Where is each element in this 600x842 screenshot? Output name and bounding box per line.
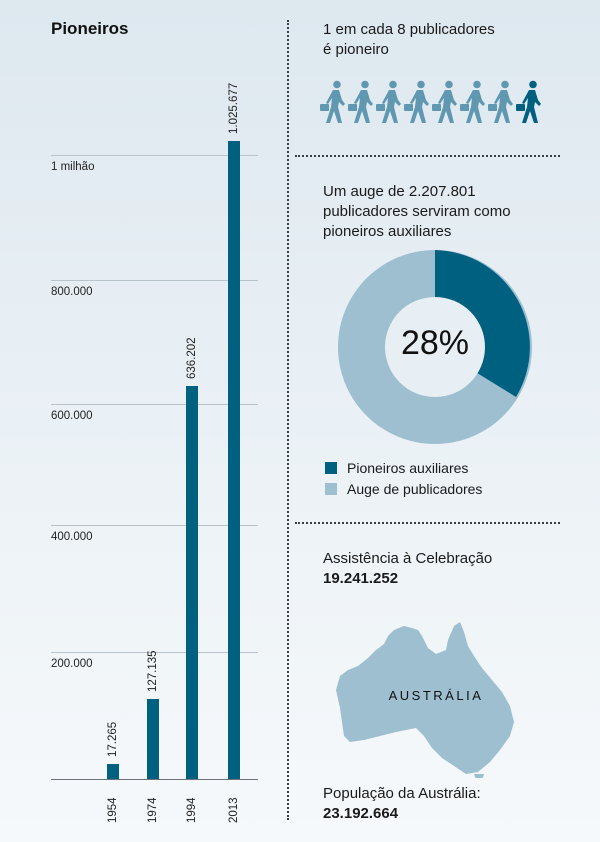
horizontal-dotted-divider bbox=[295, 522, 560, 524]
gridline-200k bbox=[51, 652, 258, 653]
bar-1954 bbox=[107, 764, 119, 779]
walking-person-briefcase-icon bbox=[460, 80, 485, 123]
memorial-value: 19.241.252 bbox=[323, 570, 399, 587]
walking-person-briefcase-icon bbox=[432, 80, 457, 123]
legend-item: Auge de publicadores bbox=[325, 481, 482, 497]
x-tick-label: 1954 bbox=[107, 797, 119, 823]
ratio-text: 1 em cada 8 publicadores é pioneiro bbox=[323, 20, 495, 60]
walker-row bbox=[318, 80, 542, 126]
population-block: População da Austrália: 23.192.664 bbox=[323, 784, 481, 824]
y-tick-label: 400.000 bbox=[51, 531, 93, 543]
donut-heading-line-3: pioneiros auxiliares bbox=[323, 223, 452, 240]
vertical-dotted-divider bbox=[287, 20, 289, 820]
population-value: 23.192.664 bbox=[323, 805, 399, 822]
bar-1974 bbox=[147, 699, 159, 779]
ratio-line-2: é pioneiro bbox=[323, 41, 389, 58]
donut-heading-line-1: Um auge de 2.207.801 bbox=[323, 183, 476, 200]
legend-item: Pioneiros auxiliares bbox=[325, 460, 468, 476]
gridline-1m bbox=[51, 155, 258, 156]
bar-value-label: 1.025.677 bbox=[228, 82, 240, 134]
x-axis-baseline bbox=[51, 779, 258, 780]
walking-person-briefcase-icon bbox=[488, 80, 513, 123]
walking-person-briefcase-icon bbox=[348, 80, 373, 123]
gridline-800k bbox=[51, 280, 258, 281]
gridline-400k bbox=[51, 525, 258, 526]
chart-title: Pioneiros bbox=[51, 19, 129, 38]
memorial-block: Assistência à Celebração 19.241.252 bbox=[323, 549, 492, 589]
bar-value-label: 17.265 bbox=[107, 721, 119, 757]
memorial-label: Assistência à Celebração bbox=[323, 550, 493, 567]
ratio-line-1: 1 em cada 8 publicadores bbox=[323, 21, 495, 38]
horizontal-dotted-divider bbox=[295, 155, 560, 157]
bar-value-label: 636.202 bbox=[186, 337, 198, 379]
gridline-600k bbox=[51, 404, 258, 405]
x-tick-label: 1994 bbox=[186, 797, 198, 823]
y-tick-label: 1 milhão bbox=[51, 161, 95, 173]
x-tick-label: 1974 bbox=[147, 797, 159, 823]
y-tick-label: 600.000 bbox=[51, 410, 93, 422]
y-tick-label: 800.000 bbox=[51, 286, 93, 298]
population-label: População da Austrália: bbox=[323, 785, 481, 802]
bar-2013 bbox=[228, 141, 240, 779]
australia-map bbox=[336, 622, 514, 778]
y-tick-label: 200.000 bbox=[51, 658, 93, 670]
walking-person-briefcase-highlighted-icon bbox=[516, 80, 541, 123]
legend-swatch-light bbox=[325, 483, 337, 495]
donut-hole bbox=[385, 297, 485, 397]
legend-label: Auge de publicadores bbox=[347, 481, 483, 497]
bar-1994 bbox=[186, 386, 198, 779]
x-tick-label: 2013 bbox=[228, 797, 240, 823]
donut-center-label: 28% bbox=[400, 324, 470, 362]
legend-label: Pioneiros auxiliares bbox=[347, 460, 469, 476]
walking-person-briefcase-icon bbox=[376, 80, 401, 123]
bar-value-label: 127.135 bbox=[147, 650, 159, 692]
donut-chart bbox=[338, 250, 532, 444]
walking-person-briefcase-icon bbox=[320, 80, 345, 123]
legend-swatch-dark bbox=[325, 462, 337, 474]
walking-person-briefcase-icon bbox=[404, 80, 429, 123]
map-label: AUSTRÁLIA bbox=[388, 688, 484, 703]
donut-heading: Um auge de 2.207.801 publicadores servir… bbox=[323, 182, 511, 242]
donut-heading-line-2: publicadores serviram como bbox=[323, 203, 511, 220]
